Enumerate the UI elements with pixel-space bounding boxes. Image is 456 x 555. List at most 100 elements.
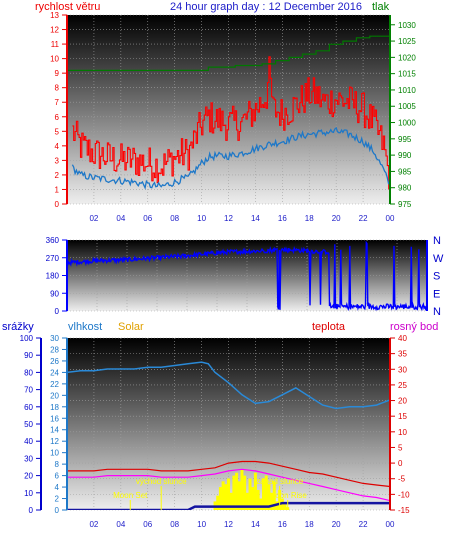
wind-time-tick-label: 08 [170, 214, 179, 223]
wind-speed-tick-label: 2 [55, 171, 60, 180]
rain-tick-label: 40 [24, 437, 33, 446]
direction-tick-label: 0 [55, 307, 60, 316]
wind-time-tick-label: 22 [359, 214, 368, 223]
temperature-time-tick-label: 00 [386, 520, 395, 529]
pressure-tick-label: 1005 [398, 102, 416, 111]
rain-tick-label: 20 [24, 472, 33, 481]
sun-moon-annotation: Moon Set [113, 491, 148, 500]
solar-bar [272, 481, 276, 510]
humidity-tick-label: 16 [50, 414, 59, 423]
rain-tick-label: 0 [29, 506, 34, 515]
solar-axis-title: Solar [118, 321, 144, 333]
wind-speed-tick-label: 0 [55, 200, 60, 209]
solar-bar [283, 504, 287, 510]
pressure-tick-label: 990 [398, 151, 412, 160]
pressure-tick-label: 1010 [398, 86, 416, 95]
wind-speed-tick-label: 10 [50, 55, 59, 64]
pressure-tick-label: 980 [398, 184, 412, 193]
wind-time-tick-label: 16 [278, 214, 287, 223]
humidity-tick-label: 10 [50, 449, 59, 458]
wind-time-tick-label: 06 [143, 214, 152, 223]
temperature-tick-label: 25 [398, 381, 407, 390]
rain-tick-label: 50 [24, 420, 33, 429]
rain-tick-label: 10 [24, 489, 33, 498]
temperature-tick-label: 40 [398, 334, 407, 343]
humidity-axis-title: vlhkost [68, 321, 102, 333]
pressure-tick-label: 1015 [398, 70, 416, 79]
temperature-tick-label: -10 [398, 490, 410, 499]
solar-bar [232, 475, 236, 510]
rain-tick-label: 100 [20, 334, 34, 343]
wind-plot-series [67, 35, 390, 190]
pressure-axis-title: tlak [372, 1, 390, 13]
wind-time-tick-label: 00 [386, 214, 395, 223]
pressure-tick-label: 985 [398, 167, 412, 176]
rain-tick-label: 90 [24, 351, 33, 360]
temperature-tick-label: 15 [398, 412, 407, 421]
solar-bar [224, 484, 228, 510]
solar-bar [256, 489, 260, 510]
wind-speed-tick-label: 3 [55, 156, 60, 165]
rain-axis: 0 10 20 30 40 50 60 70 80 90 100 [20, 334, 41, 515]
wind-speed-axis-title: rychlost větru [35, 1, 100, 13]
direction-tick-label: 180 [46, 272, 60, 281]
pressure-line [67, 35, 390, 71]
temperature-tick-label: 30 [398, 365, 407, 374]
solar-bar [267, 484, 271, 510]
solar-bar [248, 478, 252, 510]
wind-direction-line [67, 240, 427, 311]
pressure-tick-label: 1000 [398, 119, 416, 128]
temperature-time-tick-label: 22 [359, 520, 368, 529]
wind-time-tick-label: 18 [305, 214, 314, 223]
wind-speed-tick-label: 12 [50, 26, 59, 35]
humidity-tick-label: 0 [55, 506, 60, 515]
pressure-tick-label: 1030 [398, 21, 416, 30]
solar-bar [237, 481, 241, 510]
temperature-time-tick-label: 10 [197, 520, 206, 529]
humidity-tick-label: 22 [50, 380, 59, 389]
solar-bar [253, 472, 257, 510]
humidity-line [67, 361, 390, 410]
wind-speed-tick-label: 13 [50, 11, 59, 20]
temperature-time-tick-label: 12 [224, 520, 233, 529]
direction-compass-label: N [433, 235, 441, 247]
pressure-tick-label: 975 [398, 200, 412, 209]
direction-compass-label: W [433, 253, 444, 265]
wind-time-tick-label: 20 [332, 214, 341, 223]
wind-time-tick-label: 12 [224, 214, 233, 223]
direction-tick-label: 270 [46, 254, 60, 263]
solar-bar [227, 478, 230, 510]
direction-compass-label: E [433, 288, 440, 300]
direction-plot-series [67, 240, 427, 311]
temperature-time-tick-label: 16 [278, 520, 287, 529]
rain-axis-title: srážky [2, 321, 34, 333]
solar-bar [270, 492, 274, 510]
pressure-axis: 975 980 985 990 995 1000 1005 1010 1015 1020 1025 1… [390, 21, 416, 209]
wind-speed-tick-label: 9 [55, 69, 60, 78]
humidity-tick-label: 28 [50, 345, 59, 354]
direction-tick-label: 360 [46, 236, 60, 245]
wind-plot-background [67, 15, 390, 204]
direction-degree-axis: 0 90 180 270 360 [46, 236, 67, 316]
wind-time-tick-label: 10 [197, 214, 206, 223]
solar-bar [245, 492, 249, 510]
pressure-tick-label: 1020 [398, 53, 416, 62]
temperature-plot-series [67, 361, 390, 510]
direction-tick-label: 90 [50, 289, 59, 298]
temperature-tick-label: 35 [398, 350, 407, 359]
rain-tick-label: 80 [24, 368, 33, 377]
humidity-tick-label: 2 [55, 495, 60, 504]
solar-bar [235, 472, 239, 510]
wind-speed-tick-label: 4 [55, 142, 60, 151]
sun-moon-annotation: Moon Rise [269, 491, 308, 500]
rain-tick-label: 70 [24, 386, 33, 395]
solar-bar [229, 492, 233, 510]
temperature-tick-label: -15 [398, 506, 410, 515]
solar-bar [243, 475, 247, 510]
direction-compass-label: N [433, 306, 441, 318]
solar-bar [221, 481, 225, 510]
